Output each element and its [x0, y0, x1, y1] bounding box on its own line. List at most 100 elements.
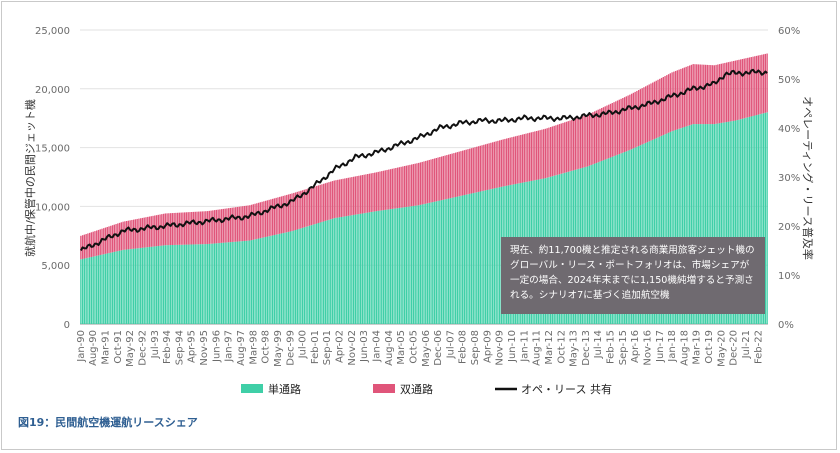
bar-twin-aisle — [155, 215, 158, 247]
bar-twin-aisle — [275, 197, 277, 235]
legend-label-twin-aisle: 双通路 — [400, 383, 433, 396]
bar-twin-aisle — [323, 183, 325, 222]
bar-twin-aisle — [252, 204, 254, 240]
bar-single-aisle — [314, 224, 316, 324]
bar-single-aisle — [440, 200, 443, 324]
bar-twin-aisle — [525, 133, 527, 182]
bar-single-aisle — [423, 204, 425, 324]
bar-twin-aisle — [176, 212, 179, 245]
bar-single-aisle — [96, 255, 98, 324]
bar-single-aisle — [498, 187, 501, 324]
bar-twin-aisle — [300, 190, 302, 229]
bar-single-aisle — [238, 241, 240, 324]
bar-twin-aisle — [395, 167, 397, 209]
bar-twin-aisle — [627, 95, 629, 151]
bar-twin-aisle — [351, 177, 353, 216]
bar-twin-aisle — [143, 217, 145, 248]
bar-single-aisle — [104, 253, 107, 324]
bar-twin-aisle — [257, 202, 260, 239]
x-tick-label: Dec-06 — [433, 330, 444, 366]
bar-twin-aisle — [433, 158, 436, 202]
bar-single-aisle — [164, 245, 167, 324]
bar-twin-aisle — [599, 108, 601, 162]
bar-single-aisle — [129, 249, 131, 324]
bar-twin-aisle — [674, 70, 677, 130]
bar-twin-aisle — [704, 64, 707, 125]
bar-single-aisle — [338, 217, 341, 324]
x-tick-label: Apr-09 — [482, 330, 493, 363]
bar-single-aisle — [250, 240, 253, 324]
bar-twin-aisle — [303, 189, 306, 228]
bar-twin-aisle — [601, 108, 603, 161]
bar-single-aisle — [398, 207, 401, 324]
bar-twin-aisle — [122, 221, 124, 250]
bar-twin-aisle — [717, 64, 719, 124]
bar-twin-aisle — [488, 143, 490, 190]
bar-twin-aisle — [576, 118, 578, 170]
bar-twin-aisle — [400, 166, 402, 208]
bar-twin-aisle — [762, 54, 765, 114]
bar-twin-aisle — [750, 57, 752, 117]
x-tick-label: Mar-91 — [101, 330, 112, 365]
bar-single-aisle — [249, 240, 251, 324]
bar-single-aisle — [367, 212, 369, 324]
bar-twin-aisle — [398, 167, 401, 208]
bar-single-aisle — [321, 221, 323, 324]
bar-twin-aisle — [250, 204, 253, 241]
x-tick-label: Dec-13 — [581, 330, 592, 366]
bar-single-aisle — [370, 211, 372, 324]
bar-twin-aisle — [286, 194, 288, 233]
bar-single-aisle — [94, 256, 96, 324]
bar-single-aisle — [315, 223, 318, 324]
bar-twin-aisle — [743, 58, 745, 119]
bar-twin-aisle — [282, 195, 284, 234]
bar-single-aisle — [433, 201, 436, 324]
bar-twin-aisle — [477, 146, 480, 192]
bar-twin-aisle — [604, 106, 606, 160]
bar-single-aisle — [224, 242, 226, 324]
bar-twin-aisle — [646, 85, 649, 143]
bar-single-aisle — [402, 207, 404, 324]
bar-single-aisle — [414, 205, 416, 324]
bar-single-aisle — [235, 241, 237, 324]
bar-twin-aisle — [583, 115, 585, 168]
bar-twin-aisle — [472, 147, 474, 194]
bar-single-aisle — [372, 211, 374, 324]
bar-twin-aisle — [741, 59, 744, 119]
bar-twin-aisle — [321, 184, 323, 222]
bar-twin-aisle — [80, 235, 82, 260]
bar-single-aisle — [630, 149, 633, 324]
bar-twin-aisle — [242, 206, 244, 242]
bar-twin-aisle — [683, 67, 686, 128]
bar-single-aisle — [725, 122, 728, 325]
bar-single-aisle — [291, 231, 293, 324]
bar-twin-aisle — [391, 168, 394, 209]
bar-twin-aisle — [308, 188, 311, 226]
bar-twin-aisle — [301, 190, 304, 228]
x-tick-label: Jun-17 — [655, 330, 666, 363]
bar-single-aisle — [474, 192, 476, 324]
bar-twin-aisle — [196, 211, 198, 245]
bar-twin-aisle — [523, 134, 525, 183]
bar-twin-aisle — [664, 76, 666, 135]
bar-single-aisle — [90, 256, 93, 324]
bar-single-aisle — [701, 124, 703, 324]
annotation-callout: 現在、約11,700機と推定される商業用旅客ジェット機のグローバル・リース・ポー… — [501, 237, 765, 314]
bar-twin-aisle — [574, 118, 577, 170]
bar-twin-aisle — [588, 113, 591, 166]
bar-twin-aisle — [657, 79, 659, 138]
bar-twin-aisle — [692, 64, 694, 125]
bar-twin-aisle — [421, 161, 423, 205]
bar-twin-aisle — [486, 143, 489, 190]
bar-twin-aisle — [159, 214, 161, 246]
bar-twin-aisle — [491, 142, 494, 189]
bar-twin-aisle — [551, 126, 554, 177]
x-tick-label: Sep-08 — [470, 330, 481, 365]
bar-single-aisle — [245, 240, 247, 324]
bar-single-aisle — [363, 213, 365, 324]
bar-twin-aisle — [175, 212, 177, 245]
bar-twin-aisle — [279, 196, 281, 234]
bar-twin-aisle — [708, 64, 710, 125]
bar-twin-aisle — [375, 172, 378, 212]
bar-twin-aisle — [243, 205, 246, 241]
